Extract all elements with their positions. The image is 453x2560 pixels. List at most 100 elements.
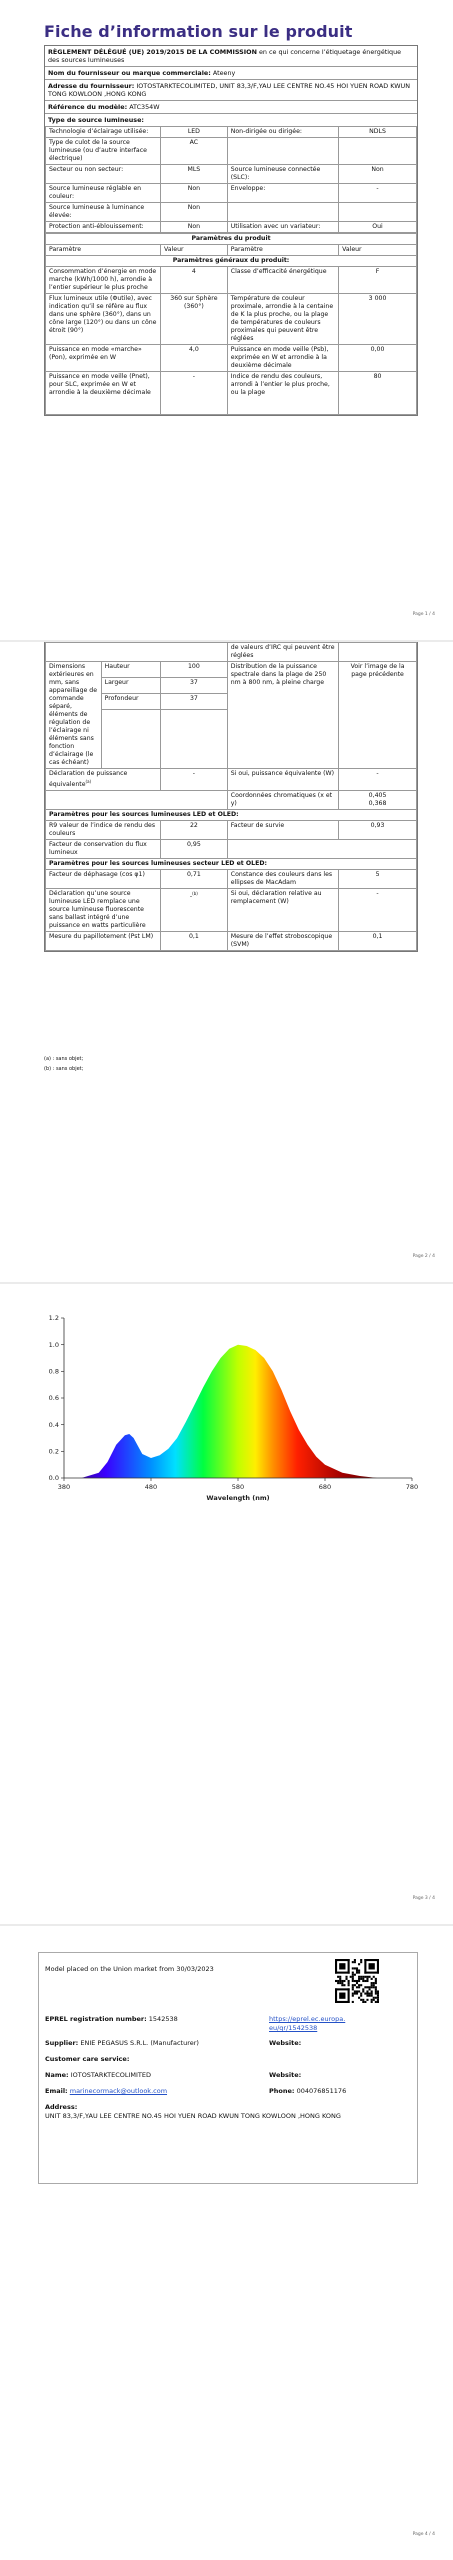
- param-cell: Consommation d’énergie en mode marche (k…: [45, 266, 161, 294]
- address-row: Adresse du fournisseur: IOTOSTARKTECOLIM…: [45, 80, 417, 101]
- param-row: Puissance en mode «marche» (Pon), exprim…: [45, 344, 417, 372]
- website-label: Website:: [269, 2039, 302, 2047]
- y-tick-label: 1.0: [49, 1341, 59, 1349]
- dim-width-value: 37: [160, 677, 228, 694]
- phase-label: Facteur de déphasage (cos φ1): [45, 869, 161, 890]
- x-tick-label: 580: [232, 1483, 244, 1491]
- type-cell: Enveloppe:: [226, 183, 340, 203]
- email-link[interactable]: marinecormack@outlook.com: [69, 2087, 168, 2095]
- reg-row: EPREL registration number: 1542538: [45, 2015, 178, 2023]
- type-cell: Technologie d’éclairage utilisée:: [45, 126, 161, 138]
- type-cell: MLS: [160, 164, 228, 184]
- type-cell: Type de culot de la source lumineuse (ou…: [45, 137, 161, 165]
- param-row: Consommation d’énergie en mode marche (k…: [45, 266, 417, 294]
- email-row: Email: marinecormack@outlook.com: [45, 2087, 168, 2095]
- dim-depth-value: 37: [160, 693, 228, 710]
- strobe-value: 0,1: [338, 931, 417, 952]
- cri-continued: de valeurs d’IRC qui peuvent être réglée…: [226, 642, 340, 662]
- type-header: Type de source lumineuse:: [48, 116, 144, 124]
- type-cell: [338, 137, 417, 165]
- supplier-row: Nom du fournisseur ou marque commerciale…: [45, 67, 417, 80]
- spd-label: Distribution de la puissance spectrale d…: [226, 661, 340, 769]
- equiv-value: -: [160, 767, 228, 792]
- type-row: Type de culot de la source lumineuse (ou…: [45, 137, 417, 165]
- led-params-header: Paramètres pour les sources lumineuses L…: [45, 809, 417, 822]
- params-table-continued: de valeurs d’IRC qui peuvent être réglée…: [45, 642, 418, 952]
- mains-params-header: Paramètres pour les sources lumineuses s…: [45, 858, 417, 871]
- y-tick-label: 0.0: [49, 1474, 59, 1482]
- param-cell: Température de couleur proximale, arrond…: [226, 293, 340, 345]
- macadam-label: Constance des couleurs dans les ellipses…: [226, 869, 340, 890]
- equiv-label: Déclaration de puissance équivalente(a): [45, 767, 161, 792]
- type-cell: [338, 202, 417, 222]
- placed-on-market: Model placed on the Union market from 30…: [45, 1965, 214, 1973]
- type-table: Technologie d’éclairage utilisée: LED Non-…: [45, 126, 417, 233]
- macadam-value: 5: [338, 869, 417, 890]
- flux-label: Facteur de conservation du flux lumineux: [45, 839, 161, 860]
- type-cell: Source lumineuse connectée (SLC):: [226, 164, 340, 184]
- type-row: Source lumineuse à luminance élevée: Non: [45, 202, 417, 222]
- type-cell: Non: [160, 202, 228, 222]
- x-tick-label: 380: [58, 1483, 70, 1491]
- type-cell: Protection anti-éblouissement:: [45, 221, 161, 233]
- phone-row: Phone: 004076851176: [269, 2087, 347, 2095]
- type-cell: Source lumineuse à luminance élevée:: [45, 202, 161, 222]
- chroma-label: Coordonnées chromatiques (x et y): [226, 790, 340, 811]
- type-row: Technologie d’éclairage utilisée: LED Non-…: [45, 126, 417, 138]
- param-cell: Classe d’efficacité énergétique: [226, 266, 340, 294]
- param-cell: 0,00: [338, 344, 417, 372]
- strobe-label: Mesure de l’effet stroboscopique (SVM): [226, 931, 340, 952]
- spectrum-area: [64, 1344, 412, 1478]
- page-title: Fiche d’information sur le produit: [44, 22, 353, 41]
- param-cell: Puissance en mode veille (Pnet), pour SL…: [45, 371, 161, 415]
- phase-value: 0,71: [160, 869, 228, 890]
- survival-label: Facteur de survie: [226, 820, 340, 841]
- type-cell: LED: [160, 126, 228, 138]
- type-cell: NDLS: [338, 126, 417, 138]
- dim-depth-label: Profondeur: [100, 693, 162, 710]
- dimensions-label: Dimensions extérieures en mm, sans appar…: [45, 661, 102, 769]
- spectral-chart: 0.0 0.2 0.4 0.6 0.8 1.0 1.2 380 480 580 680 780 Wav…: [49, 1314, 419, 1502]
- x-tick-label: 780: [406, 1483, 418, 1491]
- page-4: Model placed on the Union market from 30…: [0, 1926, 453, 2560]
- survival-value: 0,93: [338, 820, 417, 841]
- type-row: Protection anti-éblouissement: Non Utilisa…: [45, 221, 417, 233]
- r9-value: 22: [160, 820, 228, 841]
- name-row: Name: IOTOSTARKTECOLIMITED: [45, 2071, 151, 2079]
- page-number: Page 1 / 4: [412, 612, 435, 617]
- address-value: UNIT 83,3/F,YAU LEE CENTRE NO.45 HOI YUE…: [45, 2112, 341, 2120]
- param-cell: -: [160, 371, 228, 415]
- equiv2-value: -: [338, 767, 417, 792]
- x-tick-label: 680: [319, 1483, 331, 1491]
- param-cell: Puissance en mode «marche» (Pon), exprim…: [45, 344, 161, 372]
- eprel-link[interactable]: https://eprel.ec.europa.eu/qr/1542538: [269, 2015, 346, 2032]
- param-cell: F: [338, 266, 417, 294]
- type-cell: AC: [160, 137, 228, 165]
- page-3: 0.0 0.2 0.4 0.6 0.8 1.0 1.2 380 480 580 680 780 Wav…: [0, 1284, 453, 1924]
- params-table: Paramètres du produit Paramètre Valeur Par…: [45, 233, 417, 415]
- product-sheet-frame-2: de valeurs d’IRC qui peuvent être réglée…: [44, 642, 418, 953]
- page-1: Fiche d’information sur le produit RÈGLE…: [0, 0, 453, 640]
- model-row: Référence du modèle: ATC354W: [45, 101, 417, 114]
- customer-care-header: Customer care service:: [45, 2055, 130, 2063]
- type-cell: Oui: [338, 221, 417, 233]
- param-cell: 80: [338, 371, 417, 415]
- x-tick-label: 480: [145, 1483, 157, 1491]
- param-row: Puissance en mode veille (Pnet), pour SL…: [45, 371, 417, 415]
- param-cell: 4: [160, 266, 228, 294]
- type-cell: Utilisation avec un variateur:: [226, 221, 340, 233]
- type-cell: -: [338, 183, 417, 203]
- y-tick-label: 0.2: [49, 1448, 59, 1456]
- col-header-param: Paramètre: [45, 244, 161, 256]
- page-number-3: Page 3 / 4: [412, 1896, 435, 1901]
- param-cell: Puissance en mode veille (Psb), exprimée…: [226, 344, 340, 372]
- replace2-label: Si oui, déclaration relative au remplace…: [226, 888, 340, 933]
- qr-code-icon[interactable]: [335, 1959, 379, 2003]
- param-row: Flux lumineux utile (Φutile), avec indic…: [45, 293, 417, 345]
- type-cell: Non-dirigée ou dirigée:: [226, 126, 340, 138]
- y-tick-label: 0.8: [49, 1368, 59, 1376]
- col-header-param-2: Paramètre: [226, 244, 340, 256]
- col-header-value: Valeur: [160, 244, 228, 256]
- params-section-header: Paramètres du produit: [45, 233, 417, 245]
- type-cell: Non: [338, 164, 417, 184]
